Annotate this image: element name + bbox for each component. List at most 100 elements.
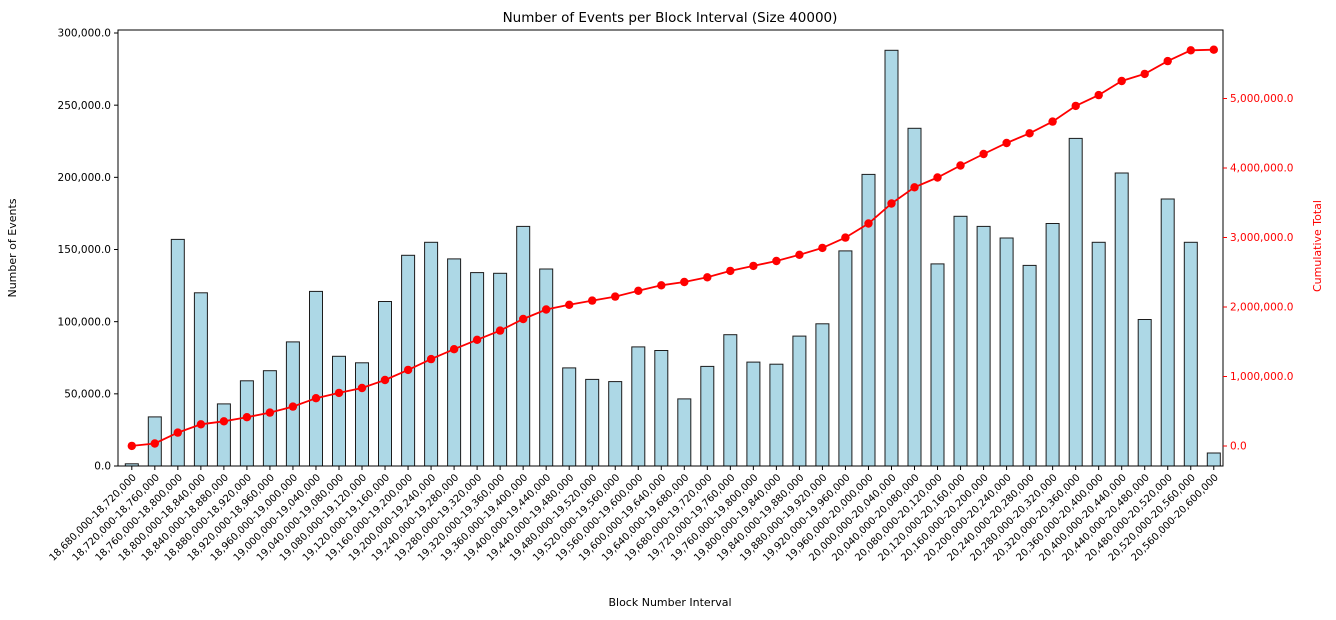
cumulative-point: [611, 292, 620, 301]
bar: [1068, 137, 1083, 467]
cumulative-point: [1186, 46, 1196, 55]
cumulative-point: [472, 335, 482, 344]
left-tick-label: 0.0: [94, 461, 111, 473]
chart-title: Number of Events per Block Interval (Siz…: [503, 10, 838, 26]
bar: [1022, 264, 1037, 467]
bar: [907, 127, 922, 467]
cumulative-point: [887, 199, 896, 208]
bar: [562, 367, 577, 467]
cumulative-point: [1048, 117, 1057, 126]
cumulative-point: [680, 277, 689, 287]
cumulative-point: [196, 420, 206, 429]
cumulative-point: [334, 388, 344, 398]
bar: [516, 225, 531, 467]
cumulative-point: [910, 183, 919, 192]
bar: [1183, 241, 1198, 467]
right-tick-label: 1,000,000.0: [1230, 371, 1293, 383]
cumulative-point: [288, 402, 298, 411]
bar: [585, 378, 600, 467]
bar: [815, 323, 830, 467]
cumulative-point: [1140, 69, 1149, 79]
cumulative-point: [864, 219, 873, 228]
cumulative-point: [772, 256, 781, 266]
bar: [262, 370, 277, 467]
cumulative-point: [1209, 45, 1219, 54]
cumulative-point: [1071, 101, 1080, 111]
left-axis-ticks-group: 0.0 50,000.0 100,000.0 150,000.0 200,000.0 25…: [58, 28, 118, 473]
bar: [723, 334, 738, 467]
bar: [1206, 452, 1221, 467]
bars-group: [124, 49, 1221, 467]
cumulative-point: [1117, 76, 1126, 86]
plot-border-group: [117, 29, 1224, 467]
y-axis-label-left: Number of Events: [6, 198, 19, 297]
right-axis-ticks-group: 0.0 1,000,000.0 2,000,000.0 3,000,000.0 4,00…: [1223, 93, 1293, 453]
cumulative-point: [726, 266, 735, 276]
right-tick-label: 0.0: [1230, 441, 1247, 453]
bar: [654, 350, 669, 467]
cumulative-point: [841, 233, 850, 242]
bar: [792, 335, 807, 467]
bar: [239, 380, 254, 467]
cumulative-point: [1094, 90, 1103, 100]
cumulative-point: [403, 365, 413, 375]
cumulative-point: [219, 417, 229, 426]
bar: [1137, 319, 1152, 467]
bar: [976, 225, 991, 467]
cumulative-point: [956, 161, 965, 170]
bar: [332, 355, 346, 467]
bar: [309, 290, 323, 467]
left-tick-label: 250,000.0: [58, 100, 111, 112]
cumulative-point: [357, 383, 367, 393]
cumulative-point: [749, 261, 758, 271]
cumulative-point: [818, 243, 827, 253]
cumulative-point: [1002, 138, 1011, 148]
bar: [838, 250, 853, 467]
bar: [1114, 172, 1129, 467]
bar: [608, 381, 623, 467]
bar: [1091, 241, 1106, 467]
cumulative-point: [380, 375, 390, 385]
cumulative-point: [242, 413, 252, 422]
bar: [470, 272, 485, 467]
left-tick-label: 300,000.0: [58, 28, 111, 40]
left-tick-label: 200,000.0: [58, 172, 111, 184]
bar: [447, 258, 462, 467]
y-axis-label-right: Cumulative Total: [1311, 200, 1324, 292]
cumulative-point: [542, 305, 551, 314]
bar: [746, 361, 761, 467]
bar: [677, 398, 692, 467]
cumulative-point: [565, 300, 574, 309]
right-tick-label: 3,000,000.0: [1230, 232, 1293, 244]
cumulative-point: [634, 286, 643, 295]
cumulative-point: [933, 173, 942, 182]
bar: [861, 173, 876, 467]
left-tick-label: 150,000.0: [58, 244, 111, 256]
cumulative-point: [150, 439, 159, 448]
bar: [193, 292, 208, 467]
cumulative-point: [311, 394, 321, 403]
cumulative-point: [265, 408, 275, 417]
cumulative-point: [1163, 56, 1172, 66]
cumulative-point: [495, 326, 505, 335]
bar: [401, 254, 416, 467]
bar: [769, 363, 784, 467]
cumulative-point: [519, 314, 528, 324]
bar: [1160, 198, 1175, 467]
bar: [631, 346, 646, 467]
cumulative-point: [173, 428, 182, 437]
bar: [884, 49, 899, 467]
plot-border: [117, 29, 1224, 467]
bar: [953, 215, 968, 467]
bar: [355, 362, 369, 467]
cumulative-point: [426, 354, 436, 364]
left-tick-label: 100,000.0: [58, 316, 111, 328]
bar: [424, 241, 439, 467]
cumulative-point: [703, 273, 712, 282]
x-axis-label: Block Number Interval: [608, 596, 731, 609]
bar: [493, 272, 508, 467]
left-tick-label: 50,000.0: [64, 389, 111, 401]
bar: [930, 263, 945, 467]
